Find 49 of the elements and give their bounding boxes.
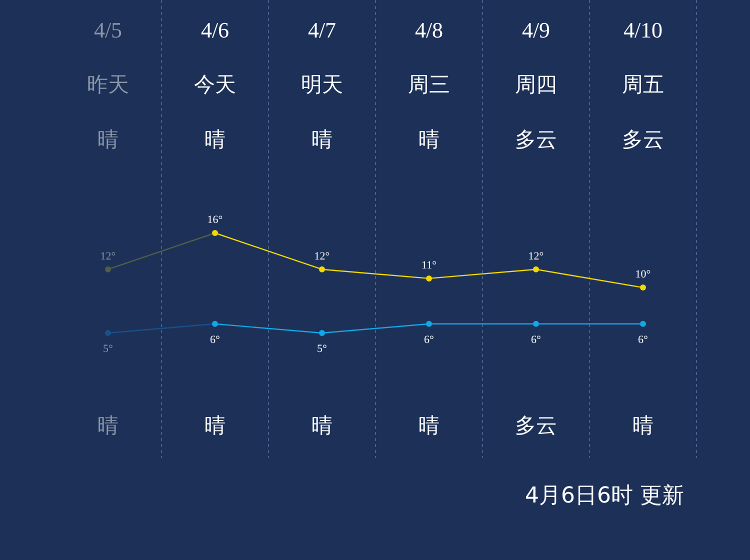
text: 今天 xyxy=(194,72,236,96)
point xyxy=(319,330,325,336)
data-label: 6° xyxy=(424,334,434,346)
text: 4月6日6时 更新 xyxy=(525,484,684,509)
data-label: 5° xyxy=(317,343,327,355)
text: 晴 xyxy=(418,413,440,438)
x-tick-label: 4/7 xyxy=(308,18,336,43)
data-label: 5° xyxy=(103,343,113,355)
data-label: 16° xyxy=(207,214,223,226)
text: 晴 xyxy=(312,413,332,438)
x-tick-label: 4/6 xyxy=(200,18,230,43)
text: 晴 xyxy=(204,413,226,438)
text: 晴 xyxy=(98,127,118,152)
point xyxy=(212,230,218,236)
data-label: 12° xyxy=(100,250,116,262)
text: 多云 xyxy=(515,127,557,152)
data-label: 12° xyxy=(314,250,330,262)
text: 明天 xyxy=(301,72,343,96)
data-label: 11° xyxy=(422,259,436,272)
text: 晴 xyxy=(98,413,118,438)
point xyxy=(319,266,325,272)
data-label: 6° xyxy=(531,334,541,346)
point xyxy=(426,320,432,327)
data-label: 10° xyxy=(635,268,651,281)
text: 晴 xyxy=(632,413,654,438)
text: 晴 xyxy=(204,127,226,152)
point xyxy=(533,320,539,327)
text: 晴 xyxy=(418,127,440,152)
point xyxy=(426,275,432,282)
text: 周四 xyxy=(515,72,557,96)
text: 多云 xyxy=(515,413,557,438)
text: 周三 xyxy=(408,72,450,96)
data-label: 12° xyxy=(528,250,544,262)
x-tick-label: 4/9 xyxy=(522,18,550,43)
x-tick-label: 4/10 xyxy=(623,18,663,43)
x-tick-label: 4/5 xyxy=(94,18,122,43)
text: 晴 xyxy=(312,127,332,152)
text: 周五 xyxy=(622,72,664,96)
point xyxy=(105,266,111,272)
point xyxy=(212,320,218,327)
point xyxy=(640,284,646,291)
point xyxy=(640,320,646,327)
text: 多云 xyxy=(622,127,664,152)
point xyxy=(105,330,111,336)
x-tick-label: 4/8 xyxy=(414,18,444,43)
data-label: 6° xyxy=(638,334,648,346)
text: 昨天 xyxy=(87,72,129,96)
point xyxy=(533,266,539,272)
data-label: 6° xyxy=(210,334,220,346)
